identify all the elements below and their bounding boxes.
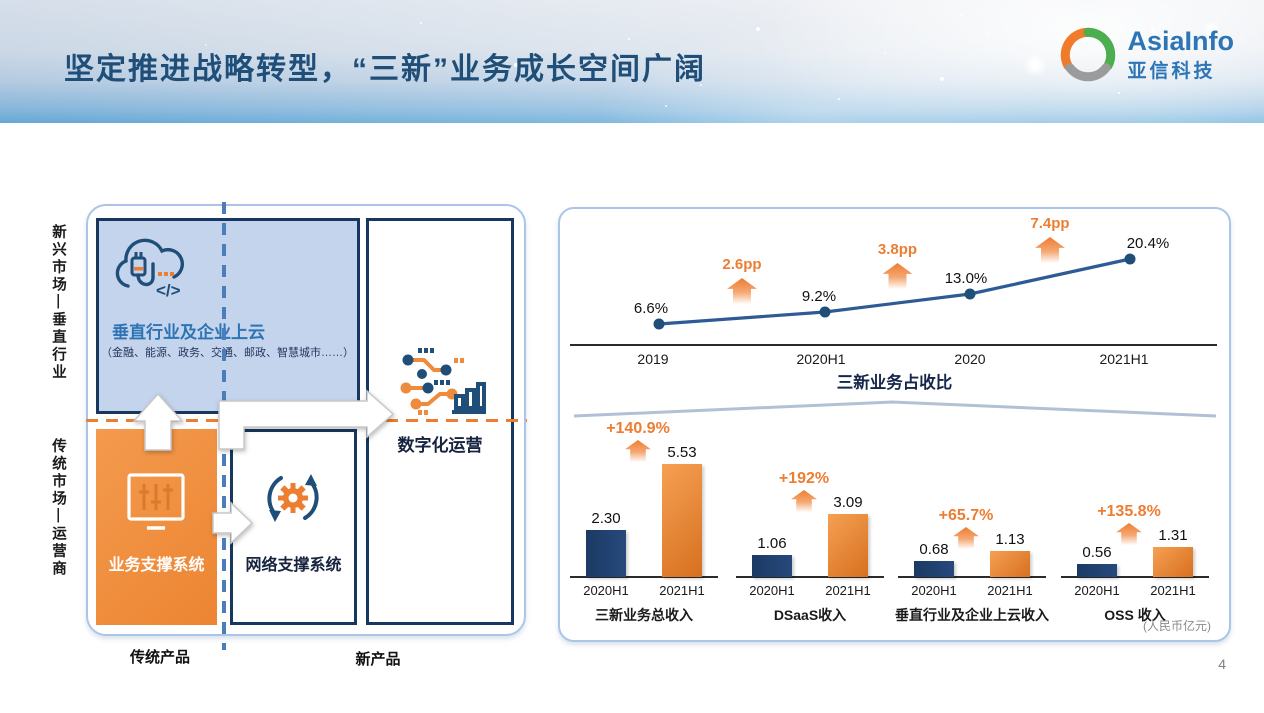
point-label: 9.2% bbox=[801, 288, 837, 305]
bar-value-label: 0.68 bbox=[919, 541, 949, 558]
x-tick-label: 2020H1 bbox=[796, 351, 846, 367]
data-point bbox=[653, 318, 665, 330]
bar-group: 2.30 2020H1 5.53 2021H1 +140.9% 三新业务总收入 bbox=[566, 420, 722, 640]
bar-2021h1 bbox=[990, 551, 1030, 577]
right-arrow-icon bbox=[212, 501, 254, 545]
cloud-plug-icon: </> bbox=[115, 238, 184, 300]
bar-2020h1 bbox=[586, 530, 626, 577]
delta-label: 7.4pp bbox=[1030, 215, 1070, 232]
growth-arrow-icon bbox=[953, 527, 979, 549]
bar-tick-label: 2021H1 bbox=[659, 583, 705, 598]
bottom-label-new-products: 新产品 bbox=[355, 651, 401, 668]
growth-arrow-icon bbox=[791, 490, 817, 512]
bar-group: 0.56 2020H1 1.31 2021H1 +135.8% OSS 收入 bbox=[1057, 424, 1213, 640]
cloud-box-title: 垂直行业及企业上云 bbox=[112, 323, 265, 342]
unit-note: (人民币亿元) bbox=[1143, 619, 1211, 633]
bar-tick-label: 2020H1 bbox=[583, 583, 629, 598]
logo-name-zh: 亚信科技 bbox=[1127, 60, 1216, 82]
bar-tick-label: 2020H1 bbox=[911, 583, 957, 598]
up-arrow-icon bbox=[132, 392, 184, 451]
vertical-industry-cloud-box bbox=[96, 218, 360, 414]
bar-tick-label: 2021H1 bbox=[1150, 583, 1196, 598]
bar-value-label: 2.30 bbox=[591, 510, 621, 527]
growth-label: +65.7% bbox=[938, 507, 994, 524]
charts-panel: 6.6% 9.2% 13.0% 20.4% 2019 2020H1 2020 2021H1 2.… bbox=[558, 207, 1231, 642]
revenue-share-line-chart: 6.6% 9.2% 13.0% 20.4% 2019 2020H1 2020 2021H1 2.… bbox=[560, 209, 1229, 394]
bar-2021h1 bbox=[1153, 547, 1193, 577]
elbow-arrow-icon bbox=[218, 389, 395, 450]
bar-group-axis bbox=[570, 576, 718, 578]
bar-2020h1 bbox=[914, 561, 954, 577]
bar-group-title: DSaaS收入 bbox=[773, 607, 847, 623]
bright-star-icon bbox=[1203, 20, 1221, 38]
logo-name-en: AsiaInfo bbox=[1127, 26, 1234, 57]
x-tick-label: 2021H1 bbox=[1099, 351, 1149, 367]
revenue-bar-charts: 2.30 2020H1 5.53 2021H1 +140.9% 三新业务总收入 1.06 20… bbox=[560, 420, 1229, 640]
monitor-icon bbox=[127, 473, 185, 530]
growth-arrow-icon bbox=[1116, 523, 1142, 545]
asiainfo-logo: AsiaInfo 亚信科技 bbox=[1059, 26, 1234, 84]
bar-group: 0.68 2020H1 1.13 2021H1 +65.7% 垂直行业及企业上云收入 bbox=[894, 424, 1050, 640]
bar-group-axis bbox=[1061, 576, 1209, 578]
header: 坚定推进战略转型，“三新”业务成长空间广阔 AsiaInfo 亚信科技 bbox=[0, 0, 1264, 123]
flow-arrows bbox=[132, 389, 395, 545]
side-label-traditional-market: 传统市场—运营商 bbox=[50, 438, 66, 578]
bar-group-title: OSS 收入 bbox=[1104, 607, 1166, 623]
bss-label: 业务支撑系统 bbox=[108, 557, 205, 574]
bar-value-label: 1.31 bbox=[1158, 527, 1188, 544]
bar-tick-label: 2021H1 bbox=[987, 583, 1033, 598]
growth-label: +192% bbox=[778, 470, 830, 487]
data-point bbox=[964, 288, 976, 300]
bar-group-title: 垂直行业及企业上云收入 bbox=[895, 607, 1049, 623]
point-label: 6.6% bbox=[633, 300, 669, 317]
svg-text:</>: </> bbox=[156, 281, 181, 300]
network-support-box bbox=[230, 429, 357, 625]
bar-value-label: 5.53 bbox=[667, 444, 697, 461]
bar-tick-label: 2020H1 bbox=[749, 583, 795, 598]
bar-group-axis bbox=[736, 576, 884, 578]
delta-label: 2.6pp bbox=[722, 256, 762, 273]
bar-2020h1 bbox=[1077, 564, 1117, 577]
growth-label: +135.8% bbox=[1097, 503, 1161, 520]
bar-2021h1 bbox=[828, 514, 868, 577]
bar-value-label: 1.13 bbox=[995, 531, 1025, 548]
bar-value-label: 0.56 bbox=[1082, 544, 1112, 561]
growth-label: +140.9% bbox=[606, 420, 670, 437]
point-label: 13.0% bbox=[944, 270, 988, 287]
x-tick-label: 2019 bbox=[637, 351, 669, 367]
slide-title: 坚定推进战略转型，“三新”业务成长空间广阔 bbox=[64, 53, 706, 86]
bar-2020h1 bbox=[752, 555, 792, 577]
line-chart-title: 三新业务占收比 bbox=[836, 374, 953, 392]
bar-tick-label: 2020H1 bbox=[1074, 583, 1120, 598]
x-axis bbox=[570, 344, 1217, 346]
data-point bbox=[819, 306, 831, 318]
line-series bbox=[653, 253, 1136, 330]
data-point bbox=[1124, 253, 1136, 265]
asiainfo-logo-icon bbox=[1061, 27, 1116, 82]
bar-value-label: 1.06 bbox=[757, 535, 787, 552]
network-support-label: 网络支撑系统 bbox=[245, 557, 342, 574]
x-tick-label: 2020 bbox=[954, 351, 986, 367]
point-label: 20.4% bbox=[1126, 235, 1170, 252]
digital-operation-icon bbox=[400, 348, 486, 415]
delta-label: 3.8pp bbox=[877, 241, 918, 258]
bar-2021h1 bbox=[662, 464, 702, 577]
cloud-box-subtitle: （金融、能源、政务、交通、邮政、智慧城市……） bbox=[101, 347, 354, 359]
bottom-label-traditional-products: 传统产品 bbox=[129, 649, 190, 666]
growth-arrow-icon bbox=[625, 440, 651, 462]
bar-value-label: 3.09 bbox=[833, 494, 863, 511]
bright-star-icon bbox=[1022, 52, 1048, 78]
bar-group-title: 三新业务总收入 bbox=[595, 607, 693, 623]
bar-tick-label: 2021H1 bbox=[825, 583, 871, 598]
bar-group-axis bbox=[898, 576, 1046, 578]
digital-operation-label: 数字化运营 bbox=[397, 436, 483, 455]
page-number: 4 bbox=[1218, 656, 1226, 672]
gear-sync-icon bbox=[267, 474, 319, 522]
bar-group: 1.06 2020H1 3.09 2021H1 +192% DSaaS收入 bbox=[732, 424, 888, 640]
side-label-emerging-market: 新兴市场—垂直行业 bbox=[50, 224, 66, 382]
fold-divider bbox=[573, 400, 1217, 422]
